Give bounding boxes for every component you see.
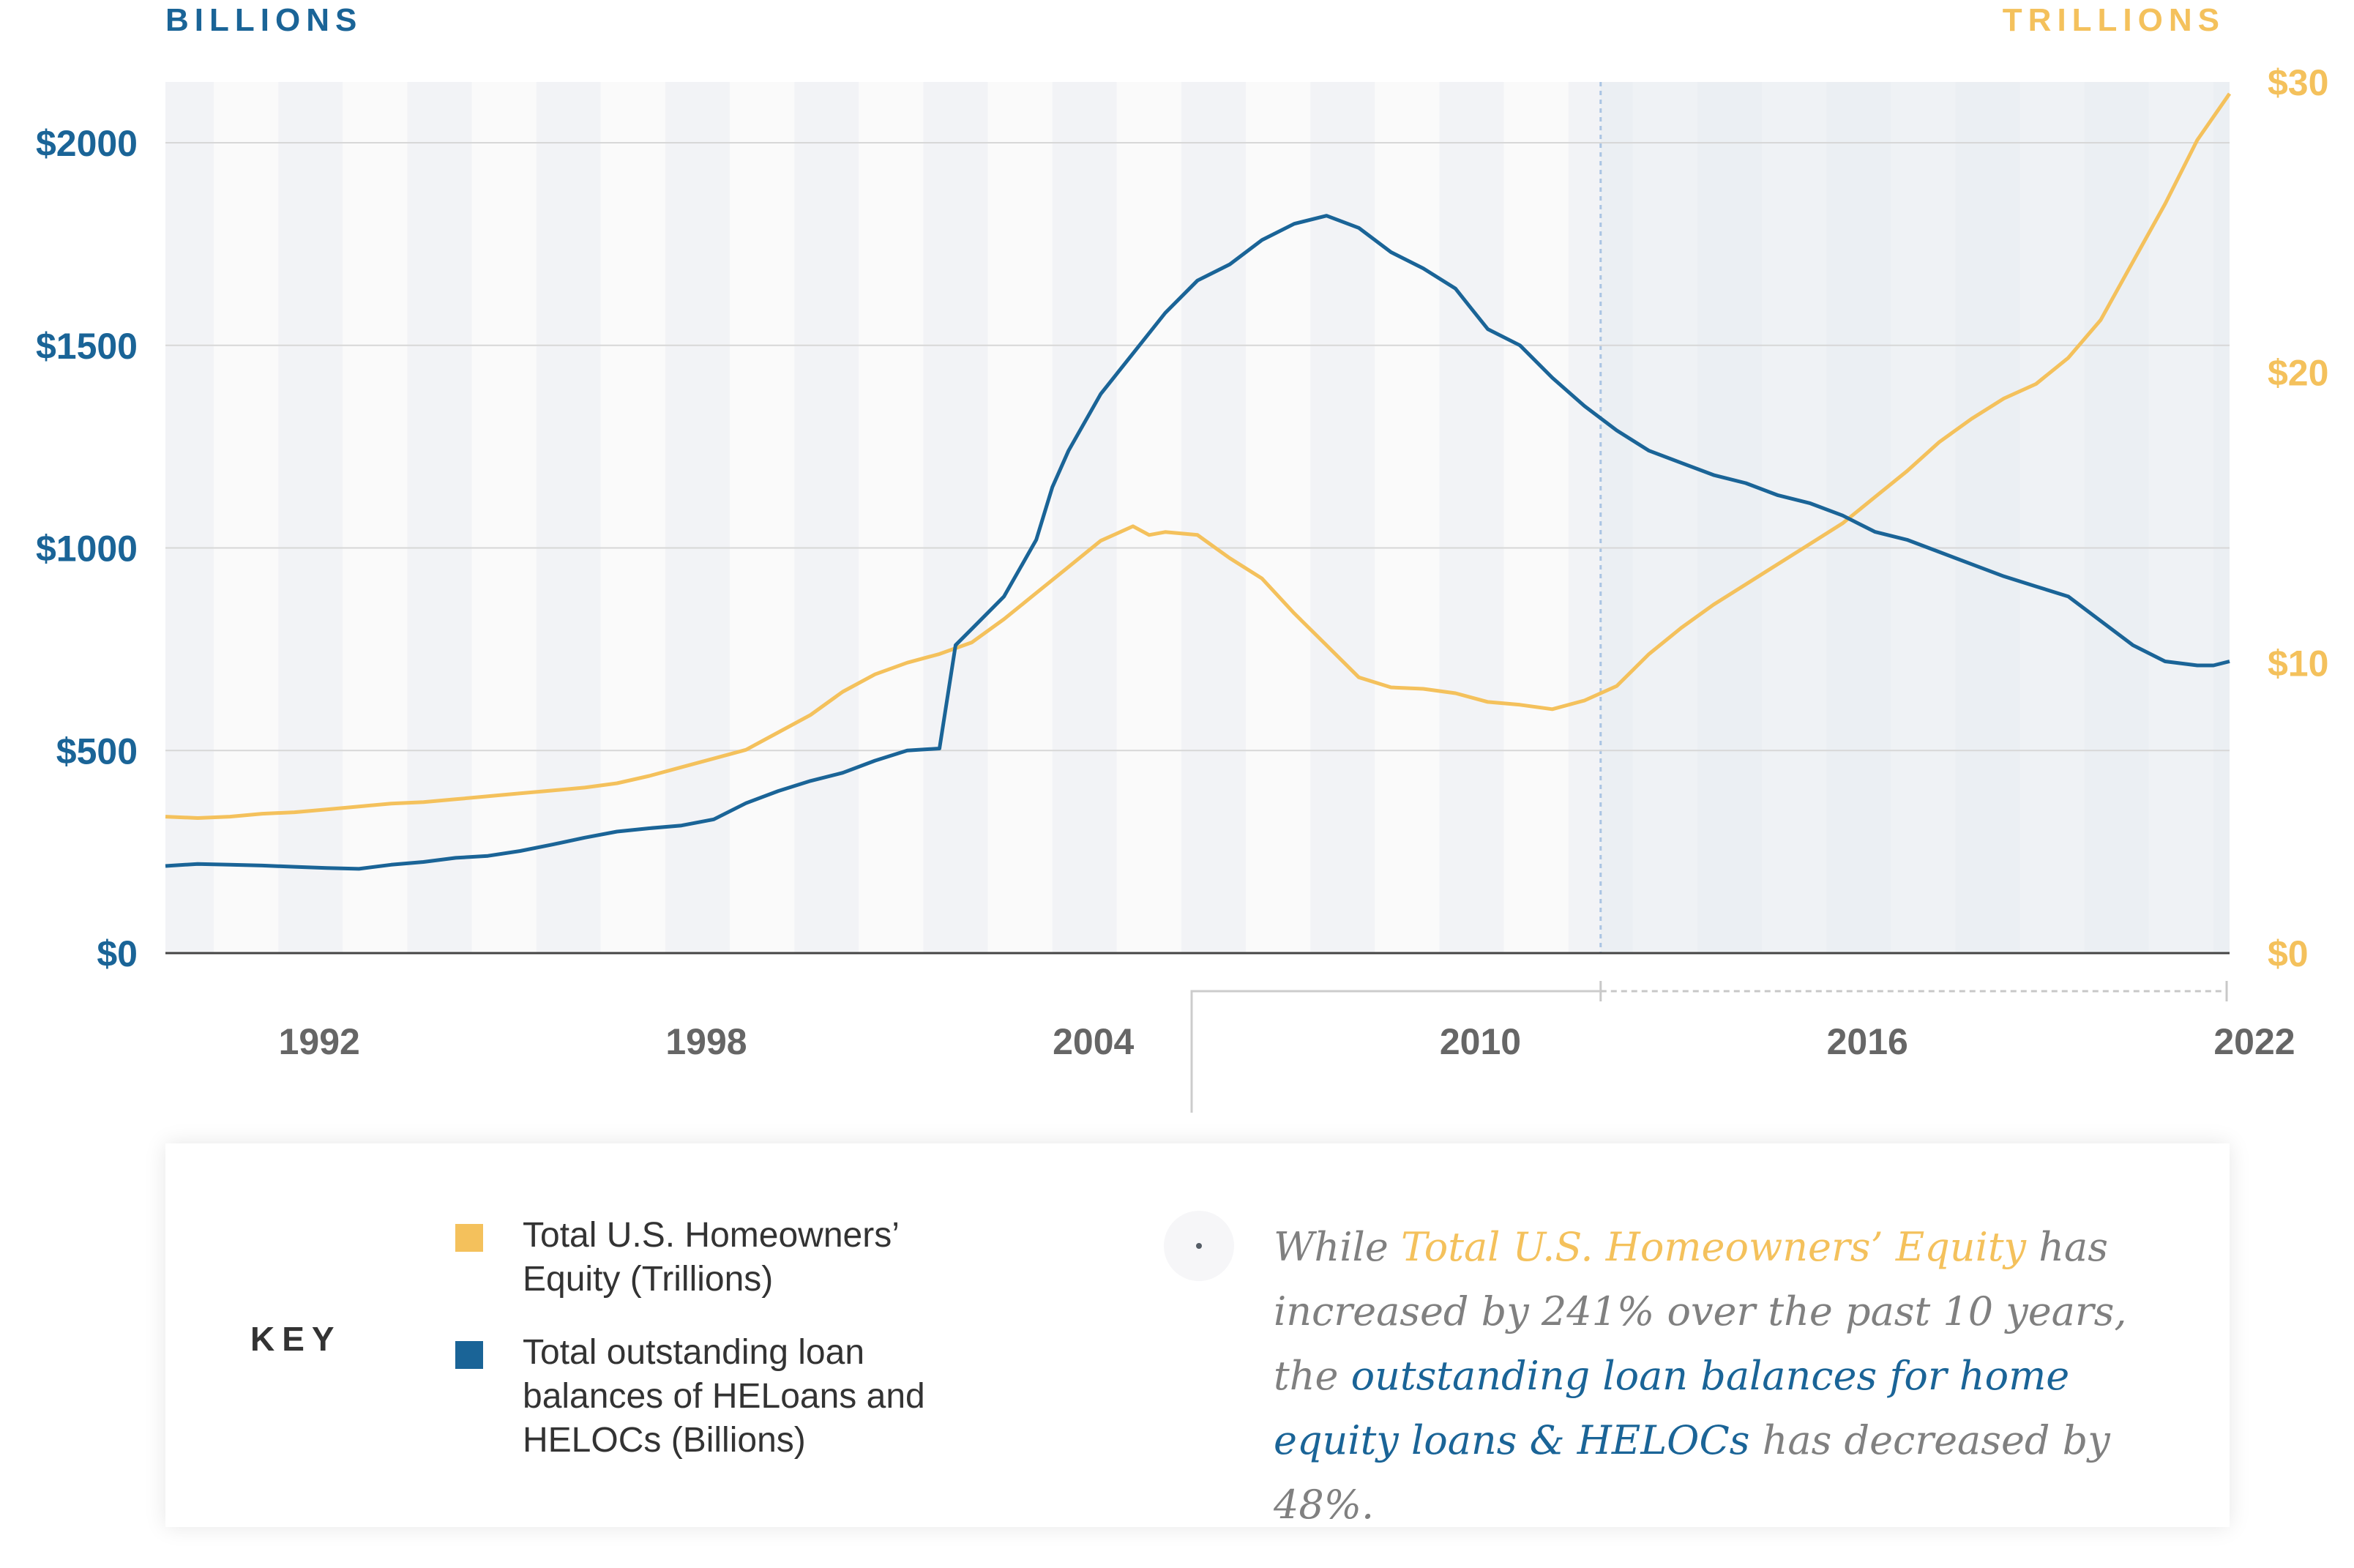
x-tick-label: 2016 — [1827, 1021, 1908, 1062]
year-band — [601, 82, 665, 953]
x-axis-ticks: 1992 1998 2004 2010 2016 2022 — [279, 1021, 2295, 1062]
left-tick-label: $0 — [97, 933, 138, 974]
legend-label-loans: Total outstanding loan balances of HELoa… — [523, 1331, 991, 1463]
pointer-dot-icon — [1164, 1211, 1234, 1281]
year-band — [1181, 82, 1246, 953]
year-band — [1117, 82, 1181, 953]
note-equity-ref: Total U.S. Homeowners’ Equity — [1401, 1224, 2026, 1270]
right-axis-ticks: $0 $10 $20 $30 — [2268, 62, 2328, 974]
year-band — [923, 82, 987, 953]
year-band — [1246, 82, 1310, 953]
note-text: While Total U.S. Homeowners’ Equity has … — [1274, 1215, 2181, 1537]
left-axis-ticks: $0 $500 $1000 $1500 $2000 — [36, 123, 138, 974]
x-tick-label: 2022 — [2213, 1021, 2295, 1062]
year-band — [1439, 82, 1503, 953]
legend-swatch-equity — [455, 1224, 483, 1252]
left-axis-caption: BILLIONS — [165, 2, 362, 38]
year-band — [794, 82, 859, 953]
note-lead: While — [1274, 1224, 1401, 1270]
year-band — [1053, 82, 1117, 953]
legend-item-loans: Total outstanding loan balances of HELoa… — [455, 1331, 991, 1463]
year-band — [214, 82, 278, 953]
left-tick-label: $500 — [56, 731, 138, 772]
highlight-range-bracket — [1601, 981, 2227, 1001]
legend-item-equity: Total U.S. Homeowners’ Equity (Trillions… — [455, 1214, 991, 1302]
key-title: KEY — [250, 1319, 342, 1359]
right-tick-label: $30 — [2268, 62, 2328, 103]
right-axis-caption: TRILLIONS — [2003, 2, 2225, 38]
legend-swatch-loans — [455, 1341, 483, 1369]
year-band — [1375, 82, 1439, 953]
year-band — [730, 82, 794, 953]
right-tick-label: $10 — [2268, 643, 2328, 684]
left-tick-label: $1500 — [36, 326, 138, 367]
year-band — [537, 82, 601, 953]
x-tick-label: 1992 — [279, 1021, 360, 1062]
year-band — [859, 82, 923, 953]
left-tick-label: $2000 — [36, 123, 138, 164]
chart: BILLIONS TRILLIONS $0 $500 $1000 $1500 $2000… — [0, 0, 2354, 1113]
year-band — [472, 82, 537, 953]
legend-label-equity: Total U.S. Homeowners’ Equity (Trillions… — [523, 1214, 991, 1302]
right-tick-label: $20 — [2268, 353, 2328, 394]
year-band — [278, 82, 343, 953]
key-panel: KEY Total U.S. Homeowners’ Equity (Trill… — [165, 1143, 2230, 1527]
highlight-region — [1601, 82, 2230, 953]
year-band — [1310, 82, 1375, 953]
year-band — [1504, 82, 1569, 953]
year-band — [407, 82, 471, 953]
left-tick-label: $1000 — [36, 529, 138, 570]
x-tick-label: 1998 — [665, 1021, 747, 1062]
year-band — [343, 82, 407, 953]
x-tick-label: 2010 — [1440, 1021, 1521, 1062]
note-connector-line — [1192, 991, 1601, 1113]
year-band — [165, 82, 214, 953]
right-tick-label: $0 — [2268, 933, 2309, 974]
x-tick-label: 2004 — [1053, 1021, 1134, 1062]
